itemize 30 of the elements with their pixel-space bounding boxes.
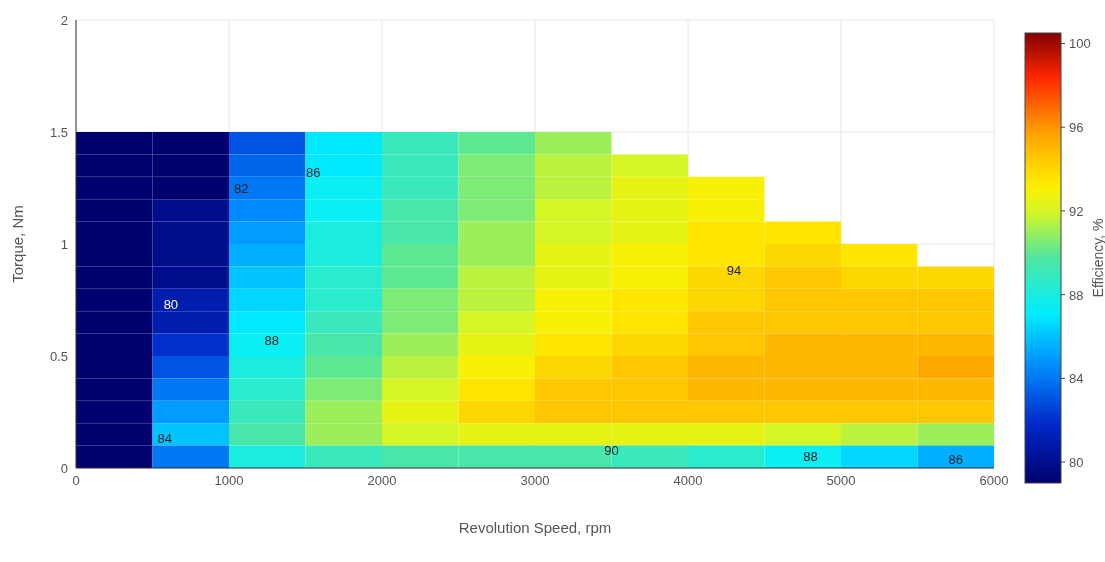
color-bar-label: 80 [1069, 455, 1084, 471]
x-tick-label: 5000 [826, 473, 856, 489]
annotation: 88 [803, 449, 818, 465]
x-tick-label: 4000 [673, 473, 703, 489]
color-bar-label: 92 [1069, 203, 1084, 219]
x-tick-label: 0 [72, 473, 80, 489]
annotation: 82 [234, 180, 249, 196]
annotation: 90 [604, 442, 619, 458]
color-bar-label: 100 [1069, 36, 1091, 52]
y-tick-label: 1.5 [49, 124, 68, 140]
color-bar-label: 88 [1069, 287, 1084, 303]
y-tick-label: 1 [60, 236, 68, 252]
color-bar-label: 96 [1069, 120, 1084, 136]
y-tick-label: 2 [60, 12, 68, 28]
annotation: 84 [157, 431, 172, 447]
x-tick-label: 3000 [520, 473, 550, 489]
y-tick-label: 0 [60, 460, 68, 476]
annotation: 80 [163, 297, 179, 313]
color-bar-title: Efficiency, % [1090, 218, 1105, 298]
x-tick-label: 6000 [979, 473, 1009, 489]
x-axis-title: Revolution Speed, rpm [458, 519, 612, 536]
annotation: 88 [264, 332, 280, 348]
annotation: 86 [305, 164, 321, 180]
color-bar-label: 84 [1069, 371, 1084, 387]
y-tick-label: 0.5 [49, 348, 68, 364]
y-axis-title: Torque, Nm [9, 205, 27, 283]
annotation: 86 [948, 451, 963, 467]
x-tick-label: 1000 [214, 473, 244, 489]
annotation: 94 [726, 263, 742, 279]
x-tick-label: 2000 [367, 473, 397, 489]
